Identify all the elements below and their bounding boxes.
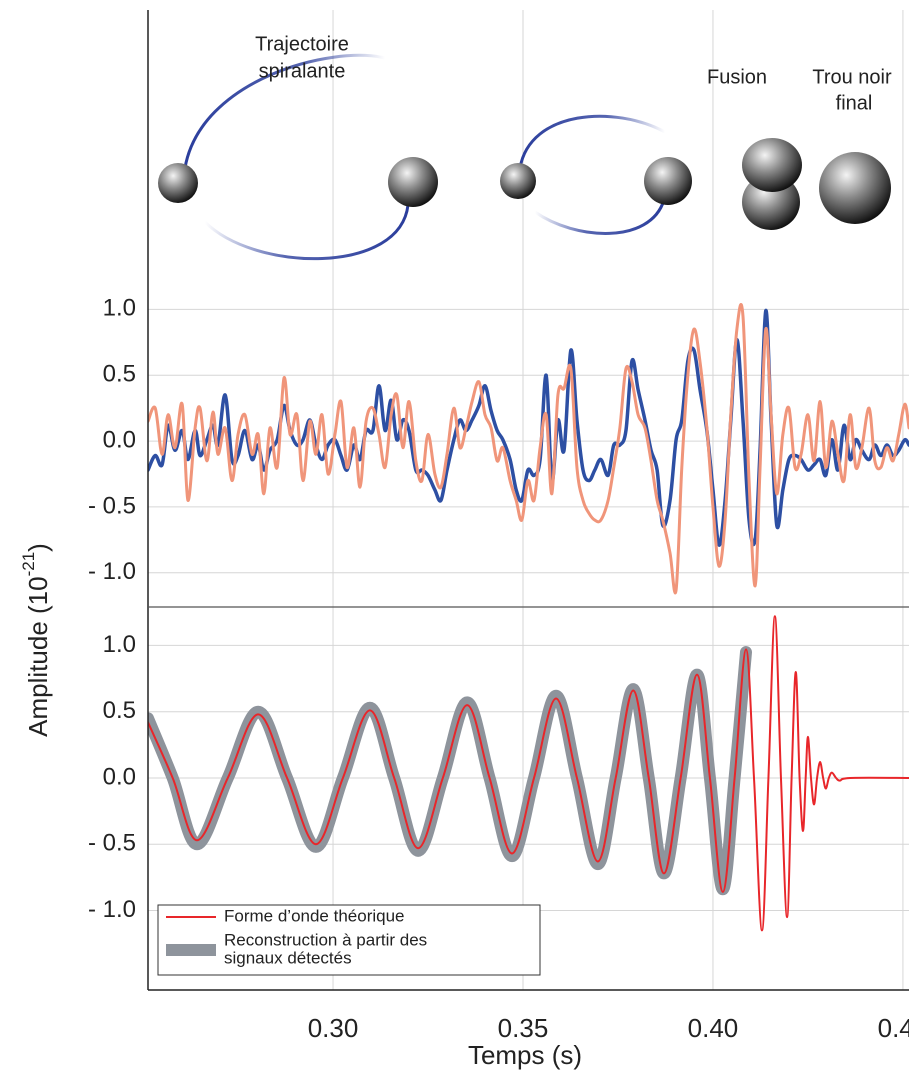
y-tick-label: - 0.5 [88, 830, 136, 857]
x-tick-label: 0.35 [498, 1013, 549, 1043]
y-label-end: ) [23, 543, 53, 552]
black-hole [388, 157, 438, 207]
y-tick-label: 1.0 [103, 295, 136, 322]
series-line [148, 646, 753, 896]
legend-label: Reconstruction à partir des [224, 930, 427, 949]
legend-box [157, 904, 541, 976]
annotation: final [836, 92, 873, 114]
y-tick-label: 0.5 [103, 361, 136, 388]
black-hole [644, 157, 692, 205]
x-tick-label: 0.45 [878, 1013, 909, 1043]
orbit-arc [203, 204, 410, 261]
y-tick-label: 1.0 [103, 631, 136, 658]
orbit-arc [183, 53, 386, 169]
y-label-text: Amplitude (10 [23, 576, 53, 736]
annotation: Fusion [707, 66, 767, 88]
y-label-exponent: -21 [19, 552, 38, 577]
grid [148, 10, 909, 990]
x-tick-label: 0.40 [688, 1013, 739, 1043]
y-tick-label: 0.0 [103, 763, 136, 790]
black-hole [500, 163, 536, 199]
y-tick-label: - 0.5 [88, 492, 136, 519]
annotation: Trou noir [812, 66, 892, 88]
series-line [148, 308, 909, 547]
x-axis-label: Temps (s) [468, 1040, 582, 1070]
x-tick-label: 0.30 [308, 1013, 359, 1043]
black-hole [158, 163, 198, 203]
y-tick-label: 0.0 [103, 426, 136, 453]
y-tick-label: - 1.0 [88, 558, 136, 585]
orbit-arc [518, 114, 666, 169]
final-black-hole [819, 152, 891, 224]
merging-black-hole [742, 138, 802, 192]
orbit-arc [534, 199, 666, 235]
series-line [148, 615, 909, 932]
series-line [148, 303, 909, 595]
legend-label: signaux détectés [224, 948, 352, 967]
y-tick-label: 0.5 [103, 697, 136, 724]
y-axis-label: Amplitude (10-21) [19, 543, 52, 737]
annotation: Trajectoire [255, 33, 349, 55]
legend-label: Forme d’onde théorique [224, 906, 405, 925]
y-tick-label: - 1.0 [88, 896, 136, 923]
illustration: Trajectoire spiralante Fusion Trou noir … [158, 33, 892, 261]
annotation: spiralante [259, 60, 346, 82]
